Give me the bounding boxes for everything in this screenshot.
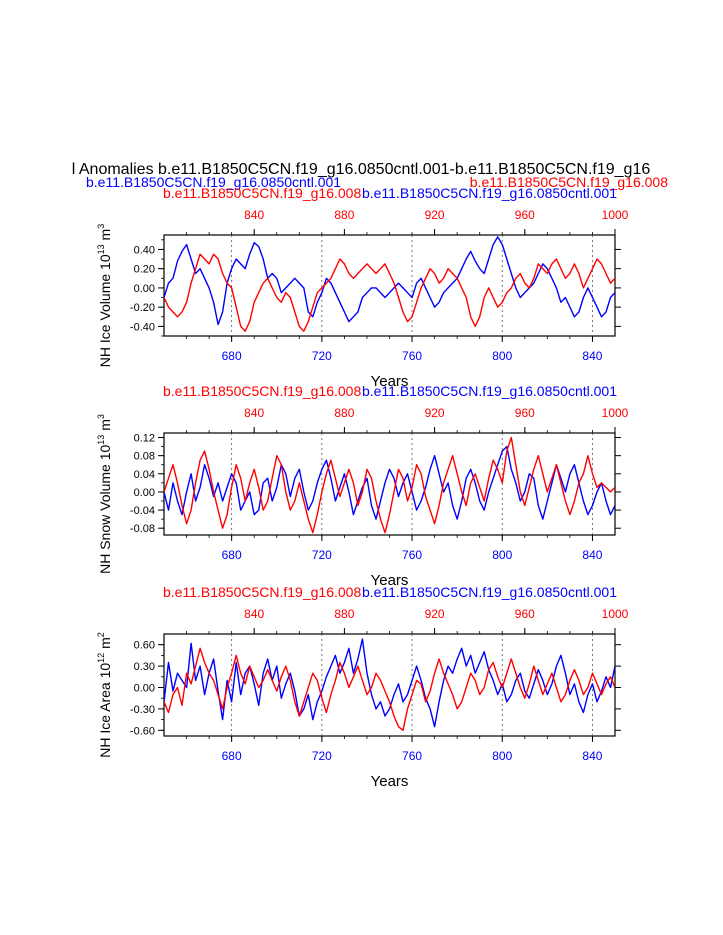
top-blue-case-label: b.e11.B1850C5CN.f19_g16.0850cntl.001	[362, 185, 617, 201]
x-bottom-tick-label: 800	[492, 349, 512, 363]
nh-snow-volume-panel: -0.08 -0.04 0.00 0.04 0.08 0.12 680 720 760 800 84…	[96, 383, 629, 589]
top-red-case-label: b.e11.B1850C5CN.f19_g16.008	[163, 185, 361, 201]
y-axis-title-part: 3	[96, 224, 106, 229]
y-axis-title-part: 13	[96, 244, 106, 254]
y-axis-title: NH Ice Volume 1013 m3	[96, 224, 113, 367]
blue-series-line	[164, 445, 615, 520]
y-tick-label: -0.04	[130, 505, 155, 517]
x-top-tick-label: 920	[425, 406, 445, 420]
panels-group: -0.40 -0.20 0.00 0.20 0.40 680 720 760 800 840 840…	[96, 185, 629, 790]
x-top-tick-label: 960	[515, 607, 535, 621]
x-top-tick-label: 920	[425, 607, 445, 621]
top-blue-case-label: b.e11.B1850C5CN.f19_g16.0850cntl.001	[362, 383, 617, 399]
y-tick-label: -0.30	[130, 704, 155, 716]
x-axis-title: Years	[371, 572, 409, 589]
y-tick-label: 0.04	[134, 469, 155, 481]
y-axis-title-part: 3	[96, 414, 106, 419]
x-bottom-tick-label: 840	[582, 548, 602, 562]
x-bottom-tick-label: 720	[312, 349, 332, 363]
x-bottom-tick-label: 800	[492, 749, 512, 763]
case-left-label: b.e11.B1850C5CN.f19_g16.0850cntl.001	[86, 174, 341, 190]
y-axis-title-part: NH Snow Volume 10	[97, 444, 113, 573]
y-tick-label: -0.60	[130, 725, 155, 737]
y-axis-title-part: NH Ice Area 10	[97, 663, 113, 758]
x-top-tick-label: 880	[334, 607, 354, 621]
x-bottom-tick-label: 760	[402, 349, 422, 363]
blue-series-line	[164, 638, 615, 728]
x-top-tick-label: 880	[334, 208, 354, 222]
nh-ice-volume-panel: -0.40 -0.20 0.00 0.20 0.40 680 720 760 800 840 840…	[96, 185, 629, 390]
x-top-tick-label: 1000	[602, 208, 629, 222]
y-axis-title-part: m	[97, 229, 113, 245]
x-bottom-tick-label: 800	[492, 548, 512, 562]
y-tick-label: 0.30	[134, 661, 155, 673]
y-axis-title-part: 13	[96, 435, 106, 445]
y-axis-title-part: m	[97, 637, 113, 653]
y-axis-title-part: m	[97, 419, 113, 435]
y-tick-label: 0.08	[134, 451, 155, 463]
red-series-line	[164, 253, 615, 332]
y-axis-title-part: 2	[96, 632, 106, 637]
x-bottom-tick-label: 720	[312, 749, 332, 763]
main-title: l Anomalies b.e11.B1850C5CN.f19_g16.0850…	[72, 161, 651, 178]
x-bottom-tick-label: 760	[402, 749, 422, 763]
x-bottom-tick-label: 680	[222, 548, 242, 562]
blue-series-line	[164, 236, 615, 326]
y-tick-label: 0.60	[134, 640, 155, 652]
x-top-tick-label: 840	[244, 607, 264, 621]
y-axis-title-part: 12	[96, 653, 106, 663]
top-blue-case-label: b.e11.B1850C5CN.f19_g16.0850cntl.001	[362, 584, 617, 600]
x-bottom-tick-label: 840	[582, 749, 602, 763]
x-top-tick-label: 880	[334, 406, 354, 420]
x-top-tick-label: 1000	[602, 406, 629, 420]
x-bottom-tick-label: 680	[222, 749, 242, 763]
y-tick-label: 0.00	[134, 283, 155, 295]
y-tick-label: 0.40	[134, 244, 155, 256]
nh-ice-area-panel: -0.60 -0.30 0.00 0.30 0.60 680 720 760 800 840 840…	[96, 584, 629, 790]
y-tick-label: -0.20	[130, 302, 155, 314]
red-series-line	[164, 436, 615, 534]
x-top-tick-label: 960	[515, 406, 535, 420]
top-red-case-label: b.e11.B1850C5CN.f19_g16.008	[163, 584, 361, 600]
red-series-line	[164, 647, 615, 731]
y-tick-label: 0.20	[134, 264, 155, 276]
x-bottom-tick-label: 760	[402, 548, 422, 562]
y-axis-title: NH Ice Area 1012 m2	[96, 632, 113, 758]
x-top-tick-label: 840	[244, 406, 264, 420]
case-right-label: b.e11.B1850C5CN.f19_g16.008	[470, 174, 668, 190]
x-top-tick-label: 960	[515, 208, 535, 222]
y-tick-label: 0.12	[134, 433, 155, 445]
y-tick-label: -0.08	[130, 523, 155, 535]
x-axis-title: Years	[371, 373, 409, 390]
y-tick-label: 0.00	[134, 682, 155, 694]
x-bottom-tick-label: 840	[582, 349, 602, 363]
x-top-tick-label: 920	[425, 208, 445, 222]
x-axis-title: Years	[371, 773, 409, 790]
y-axis-title-part: NH Ice Volume 10	[97, 254, 113, 367]
y-axis-title: NH Snow Volume 1013 m3	[96, 414, 113, 574]
x-bottom-tick-label: 680	[222, 349, 242, 363]
x-top-tick-label: 1000	[602, 607, 629, 621]
x-top-tick-label: 840	[244, 208, 264, 222]
x-bottom-tick-label: 720	[312, 548, 332, 562]
y-tick-label: -0.40	[130, 321, 155, 333]
y-tick-label: 0.00	[134, 487, 155, 499]
top-red-case-label: b.e11.B1850C5CN.f19_g16.008	[163, 383, 361, 399]
